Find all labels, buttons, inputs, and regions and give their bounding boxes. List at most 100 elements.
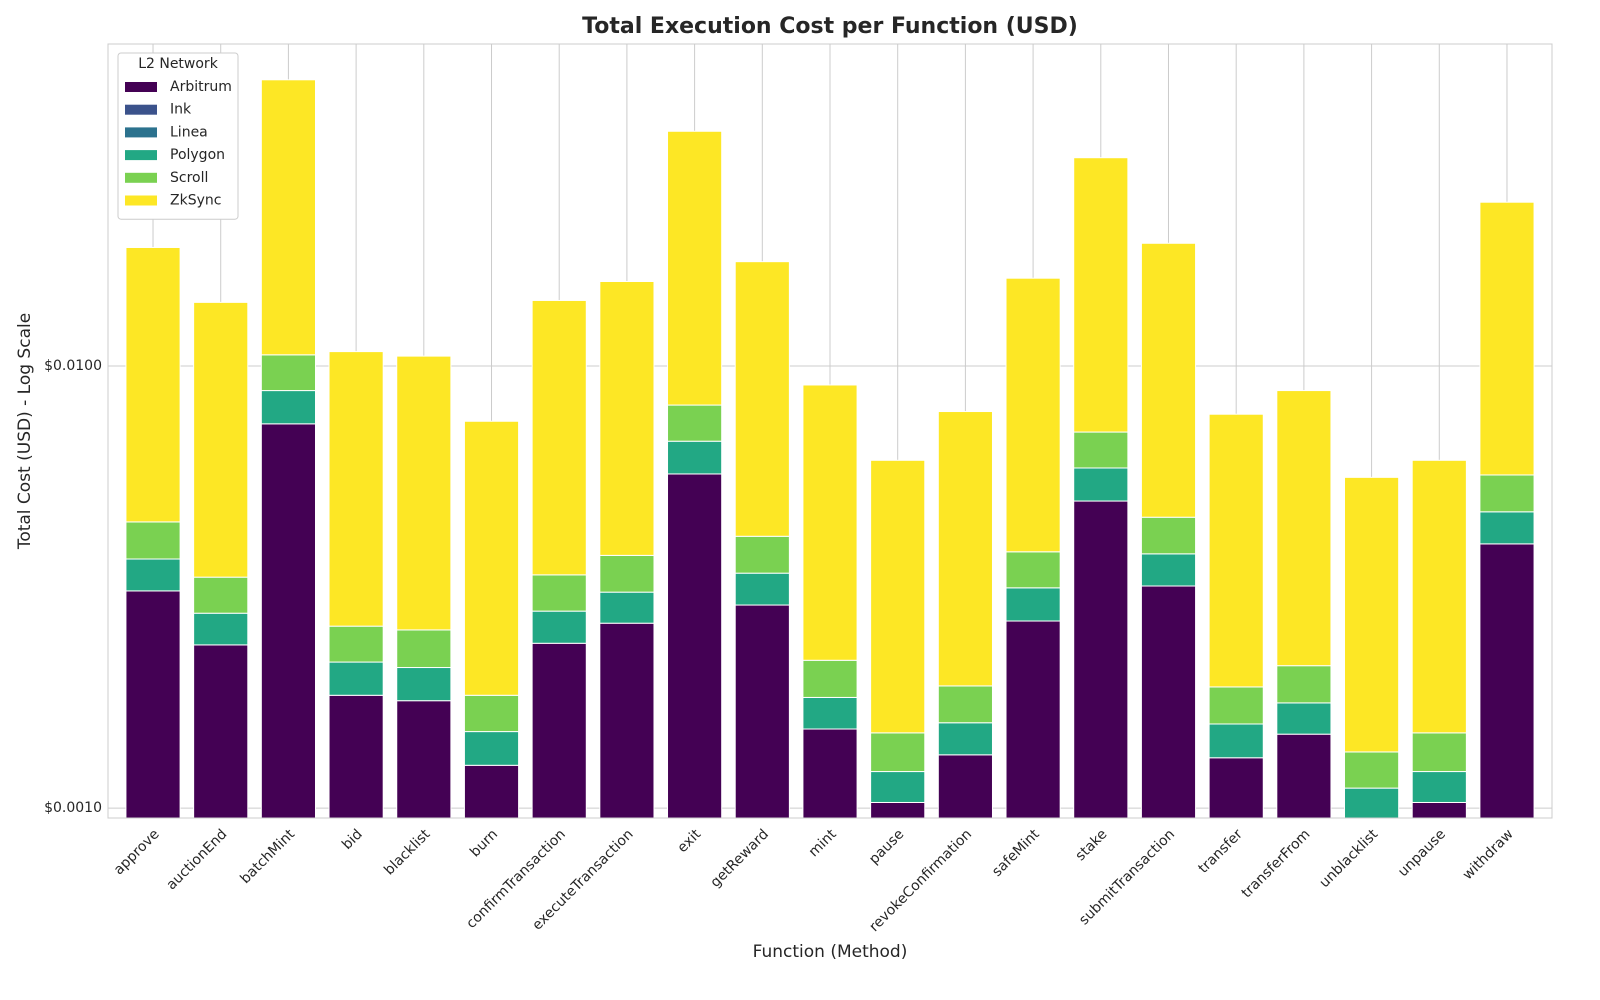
- y-tick-label: $0.0100: [44, 358, 102, 374]
- bar-segment: [1073, 157, 1129, 433]
- bar-segment: [328, 694, 384, 818]
- bar-segment: [870, 771, 926, 803]
- bar-segment: [463, 420, 520, 696]
- legend-label: Linea: [170, 124, 208, 140]
- bar-segment: [599, 554, 655, 593]
- bar-segment: [260, 354, 316, 392]
- bar-segment: [599, 622, 655, 818]
- bar-segment: [1479, 511, 1535, 545]
- x-tick-label: transferFrom: [1239, 826, 1314, 901]
- chart-title: Total Execution Cost per Function (USD): [582, 14, 1078, 39]
- x-tick-label: mint: [806, 826, 840, 860]
- bar-segment: [1411, 459, 1467, 734]
- bar-segment: [599, 591, 655, 624]
- x-tick-label: auctionEnd: [163, 826, 230, 893]
- x-tick-label: blacklist: [381, 826, 433, 878]
- y-axis-label: Total Cost (USD) - Log Scale: [15, 313, 35, 550]
- legend-swatch: [125, 104, 157, 115]
- legend-swatch: [125, 127, 157, 138]
- bar-segment: [1479, 543, 1535, 818]
- bar-segment: [1005, 587, 1061, 622]
- bar-segment: [802, 659, 858, 698]
- legend-label: Arbitrum: [170, 79, 232, 95]
- x-tick-label: bid: [339, 826, 366, 853]
- x-tick-label: approve: [111, 826, 163, 878]
- bar-segment: [463, 694, 520, 733]
- bar-segment: [1073, 431, 1129, 469]
- bar-segment: [1344, 751, 1400, 789]
- bar-segment: [1208, 413, 1264, 688]
- bar-segment: [396, 629, 452, 669]
- bar-segment: [463, 764, 520, 818]
- bar-segment: [734, 535, 790, 574]
- bar-segment: [802, 696, 858, 730]
- legend-swatch: [125, 82, 157, 92]
- bar-segment: [1208, 686, 1264, 725]
- legend-title: L2 Network: [138, 56, 219, 72]
- bar-segment: [1344, 787, 1400, 818]
- bar-segment: [125, 521, 181, 560]
- bar-segment: [396, 700, 452, 818]
- bar-segment: [667, 404, 723, 442]
- x-tick-label: exit: [675, 826, 705, 856]
- legend-label: ZkSync: [170, 193, 221, 209]
- bar-segment: [1005, 620, 1061, 818]
- bar-segment: [1411, 732, 1467, 773]
- bar-segment: [1140, 242, 1197, 518]
- bar-segment: [734, 572, 790, 606]
- legend-swatch: [125, 172, 157, 183]
- bar-segment: [1073, 500, 1129, 818]
- bar-segment: [937, 754, 993, 818]
- bar-segment: [1140, 585, 1197, 818]
- x-tick-label: withdraw: [1460, 826, 1517, 883]
- bar-segment: [1208, 757, 1264, 818]
- bar-segment: [1276, 733, 1332, 818]
- bar-segment: [1140, 553, 1197, 587]
- bar-segment: [802, 384, 858, 661]
- bar-segment: [125, 246, 181, 523]
- x-tick-label: transfer: [1195, 826, 1246, 877]
- bar-segment: [125, 590, 181, 818]
- bar-segment: [1005, 551, 1061, 589]
- bar-segment: [1140, 516, 1197, 555]
- bar-segment: [328, 625, 384, 663]
- x-tick-label: pause: [866, 826, 907, 867]
- bar-segment: [463, 731, 520, 766]
- bar-segment: [937, 722, 993, 756]
- bar-segment: [193, 612, 249, 646]
- bar-segment: [193, 576, 249, 614]
- bar-segment: [1344, 476, 1400, 753]
- bar-segment: [802, 728, 858, 818]
- bar-segment: [1276, 702, 1332, 735]
- bar-segment: [193, 301, 249, 578]
- bar-segment: [328, 661, 384, 696]
- bar-segment: [870, 459, 926, 734]
- x-tick-label: batchMint: [237, 826, 298, 887]
- bar-segment: [1479, 474, 1535, 513]
- bar-segment: [937, 685, 993, 724]
- bar-segment: [667, 130, 723, 406]
- legend-label: Scroll: [170, 170, 208, 186]
- bar-segment: [734, 604, 790, 818]
- bar-segment: [1276, 390, 1332, 667]
- x-tick-label: getReward: [708, 826, 772, 890]
- bar-segment: [1208, 723, 1264, 759]
- bar-segment: [667, 473, 723, 818]
- y-tick-label: $0.0010: [44, 800, 102, 816]
- bar-segment: [260, 423, 316, 818]
- bar-segment: [1073, 467, 1129, 502]
- x-axis-label: Function (Method): [753, 942, 908, 962]
- legend-swatch: [125, 195, 157, 206]
- x-tick-label: burn: [467, 826, 501, 860]
- bar-segment: [396, 667, 452, 702]
- bar-segment: [1005, 277, 1061, 553]
- legend-label: Ink: [170, 102, 192, 118]
- bar-segment: [1479, 201, 1535, 476]
- x-tick-label: safeMint: [989, 826, 1043, 880]
- bar-segment: [531, 642, 587, 818]
- bar-segment: [328, 351, 384, 627]
- legend-swatch: [125, 150, 157, 161]
- bar-segment: [667, 440, 723, 475]
- legend-label: Polygon: [170, 147, 225, 163]
